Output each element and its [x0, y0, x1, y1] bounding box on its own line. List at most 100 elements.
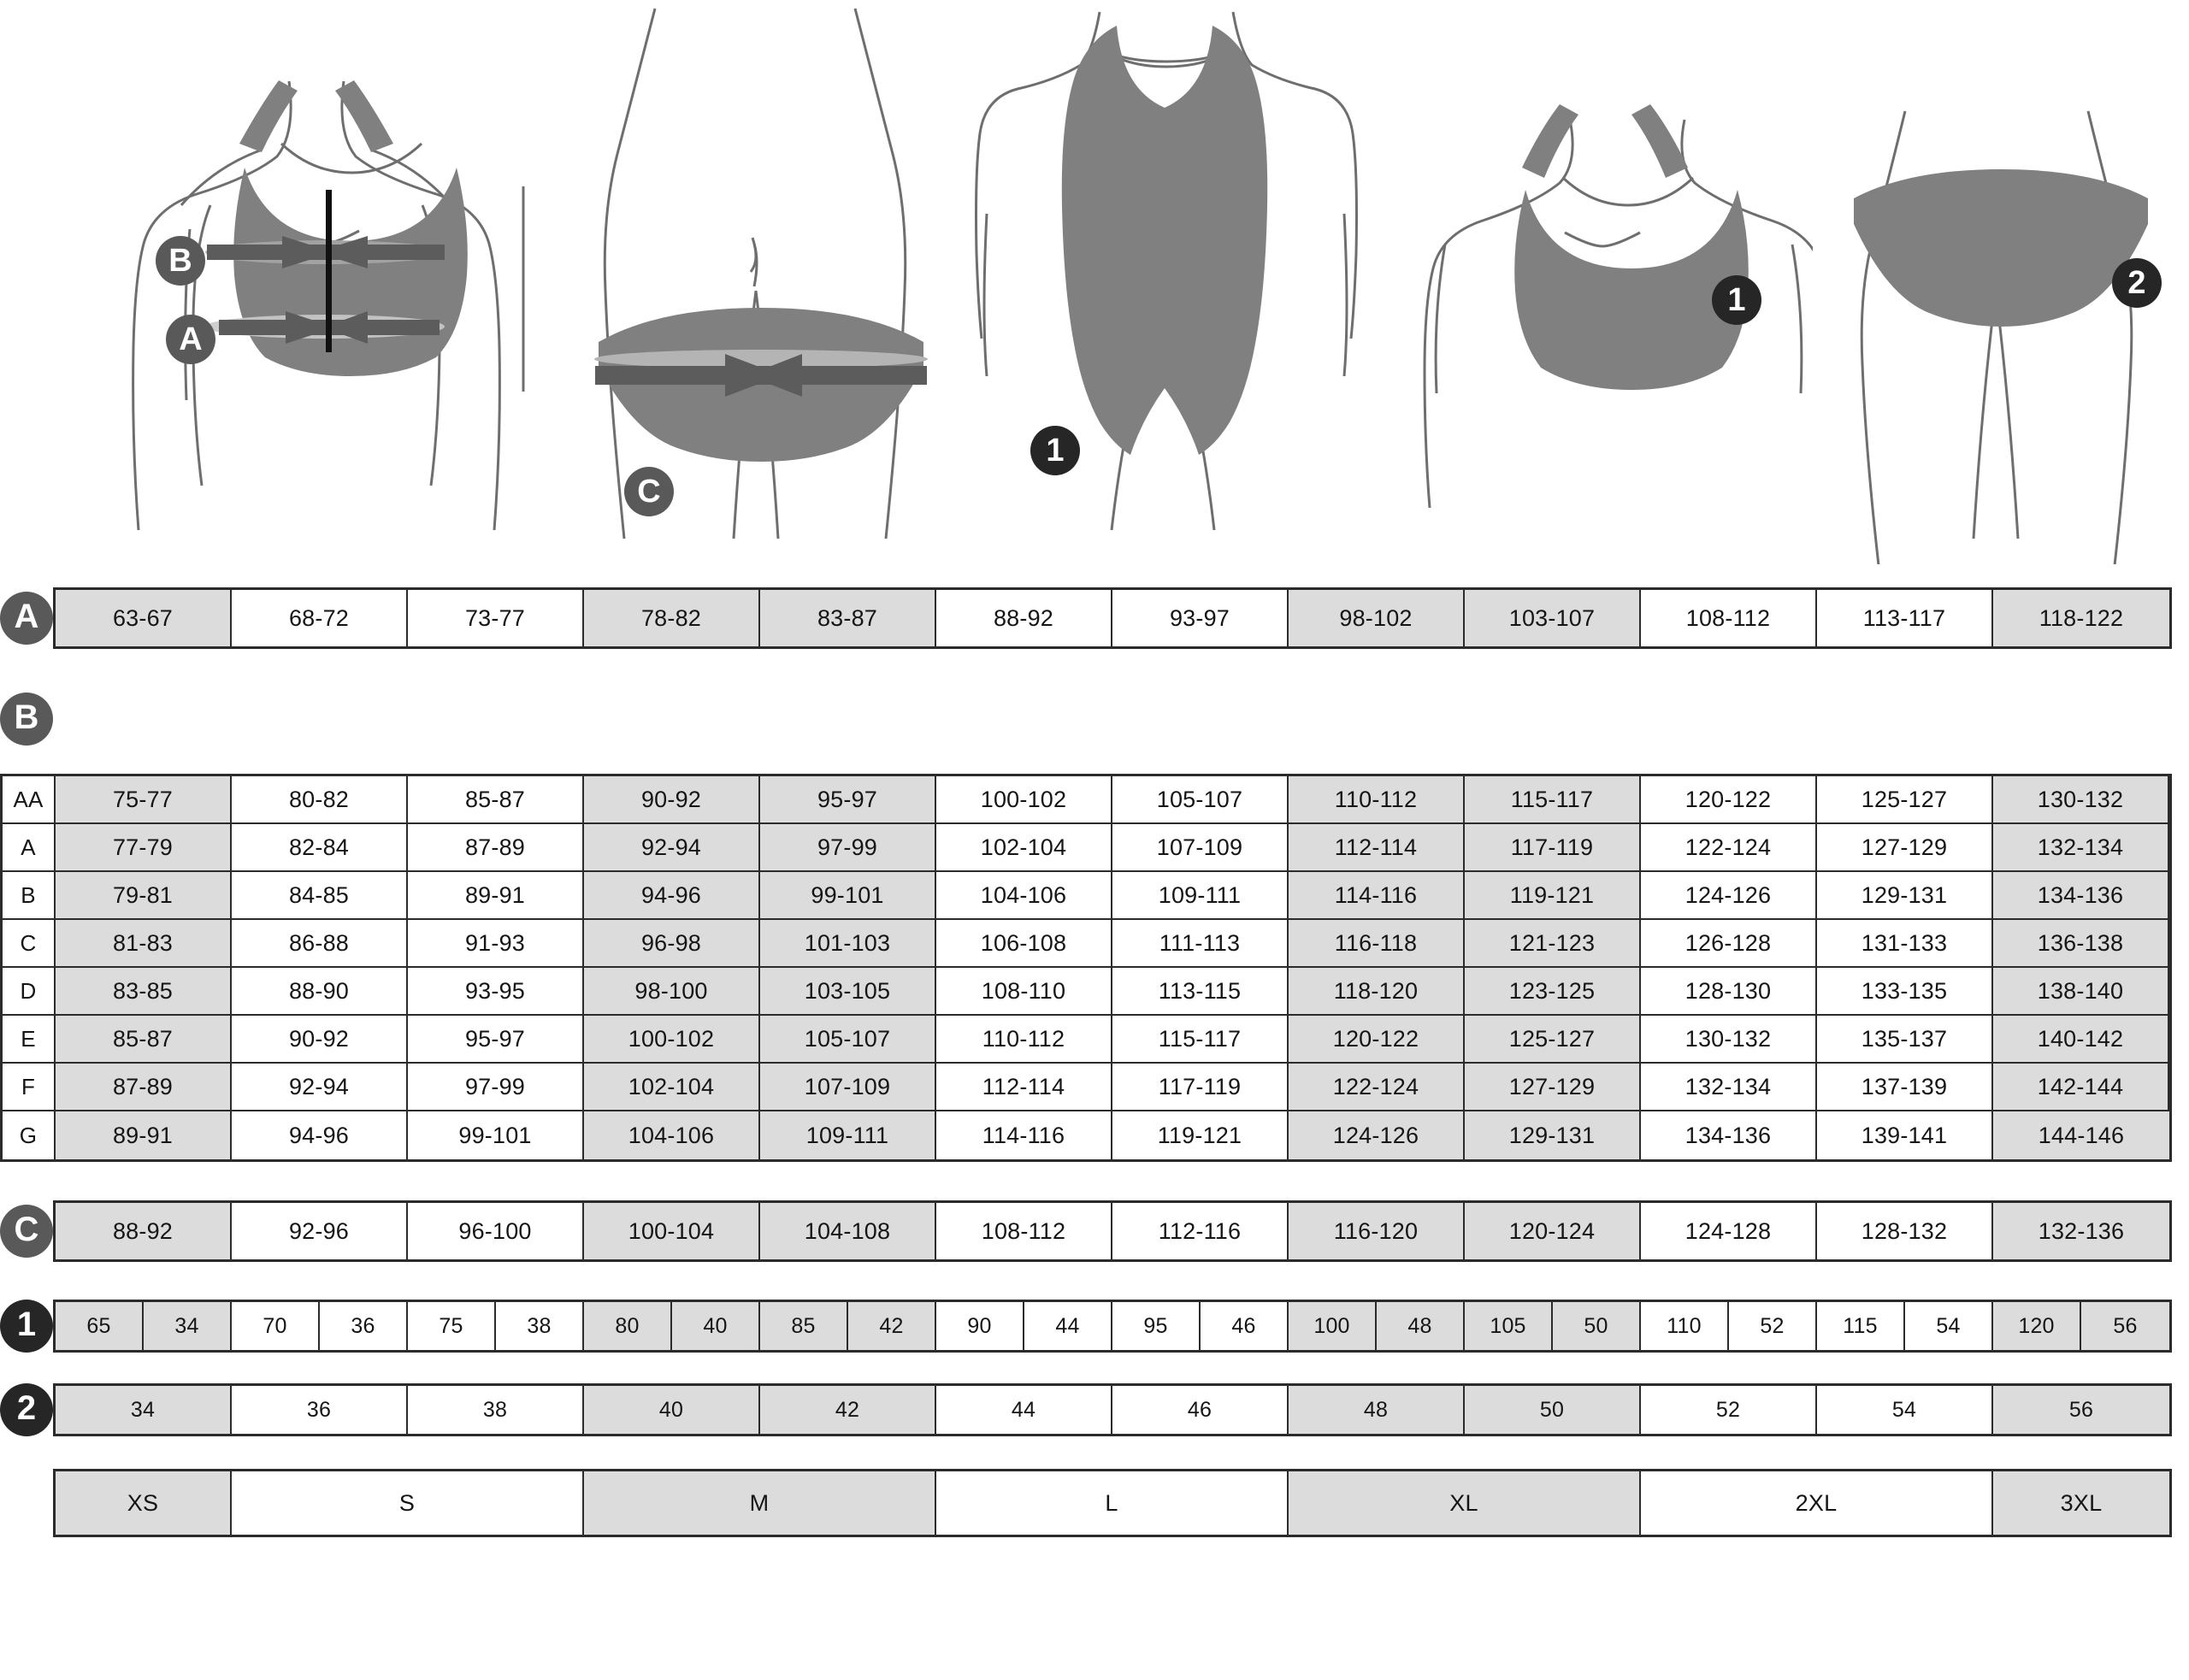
cell-two-7: 46 [1112, 1386, 1289, 1434]
cell-b-E-7: 115-117 [1112, 1016, 1289, 1064]
row-one-grid: 65 34 70 36 75 38 80 40 85 42 90 44 95 46 100 48 105 50 11… [53, 1300, 2172, 1353]
cell-one-us-6: 44 [1024, 1302, 1112, 1350]
badge-c: C [0, 1205, 53, 1258]
figure-label-one-swimsuit: 1 [1030, 426, 1080, 475]
cell-b-G-11: 139-141 [1817, 1111, 1993, 1159]
cell-b-E-3: 95-97 [408, 1016, 584, 1064]
cell-b-B-7: 109-111 [1112, 872, 1289, 920]
cell-c-5: 104-108 [760, 1203, 936, 1259]
cell-b-F-1: 87-89 [56, 1064, 232, 1111]
cell-two-5: 42 [760, 1386, 936, 1434]
cell-b-A-3: 87-89 [408, 824, 584, 872]
cell-a-5: 83-87 [760, 590, 936, 646]
hip-measure-ellipse [594, 350, 928, 368]
cell-b-A-1: 77-79 [56, 824, 232, 872]
cell-a-4: 78-82 [584, 590, 760, 646]
cell-one-eu-9: 105 [1465, 1302, 1553, 1350]
cell-b-AA-1: 75-77 [56, 776, 232, 824]
cell-one-eu-6: 90 [936, 1302, 1024, 1350]
row-c-grid: 88-92 92-96 96-100 100-104 104-108 108-112 112… [53, 1200, 2172, 1262]
cup-row-label-G: G [3, 1111, 56, 1159]
cell-size-2xl: 2XL [1641, 1471, 1993, 1535]
cell-size-xs: XS [56, 1471, 232, 1535]
row-two-bottom-size: 2 34 36 38 40 42 44 46 48 50 52 54 56 [0, 1383, 2189, 1436]
cell-b-C-11: 131-133 [1817, 920, 1993, 968]
cell-b-F-11: 137-139 [1817, 1064, 1993, 1111]
cell-b-A-7: 107-109 [1112, 824, 1289, 872]
cell-b-C-2: 86-88 [232, 920, 408, 968]
cell-c-1: 88-92 [56, 1203, 232, 1259]
cell-b-AA-11: 125-127 [1817, 776, 1993, 824]
cell-b-AA-10: 120-122 [1641, 776, 1817, 824]
cell-b-D-10: 128-130 [1641, 968, 1817, 1016]
cell-b-AA-5: 95-97 [760, 776, 936, 824]
bra-body-shape [233, 168, 468, 376]
cup-row-label-E: E [3, 1016, 56, 1064]
cell-one-eu-12: 120 [1993, 1302, 2081, 1350]
cell-b-C-10: 126-128 [1641, 920, 1817, 968]
cell-a-7: 93-97 [1112, 590, 1289, 646]
cell-b-D-9: 123-125 [1465, 968, 1641, 1016]
cell-two-2: 36 [232, 1386, 408, 1434]
cell-c-4: 100-104 [584, 1203, 760, 1259]
cell-b-B-5: 99-101 [760, 872, 936, 920]
cell-a-8: 98-102 [1289, 590, 1465, 646]
cell-one-us-10: 52 [1729, 1302, 1817, 1350]
cell-b-C-8: 116-118 [1289, 920, 1465, 968]
figure-swimsuit: 1 [949, 0, 1377, 564]
cell-b-E-6: 110-112 [936, 1016, 1112, 1064]
figure-label-b: B [156, 236, 205, 286]
cell-b-D-5: 103-105 [760, 968, 936, 1016]
cell-b-G-2: 94-96 [232, 1111, 408, 1159]
cell-a-9: 103-107 [1465, 590, 1641, 646]
cell-b-G-9: 129-131 [1465, 1111, 1641, 1159]
cell-b-E-12: 140-142 [1993, 1016, 2169, 1064]
cell-b-B-2: 84-85 [232, 872, 408, 920]
cell-b-C-7: 111-113 [1112, 920, 1289, 968]
cell-two-11: 54 [1817, 1386, 1993, 1434]
center-reference-line [326, 190, 332, 352]
cell-b-F-7: 117-119 [1112, 1064, 1289, 1111]
cell-c-12: 132-136 [1993, 1203, 2169, 1259]
bottom-figure-svg [1854, 110, 2148, 564]
cell-a-1: 63-67 [56, 590, 232, 646]
cell-b-C-6: 106-108 [936, 920, 1112, 968]
cell-one-eu-1: 65 [56, 1302, 144, 1350]
cell-b-B-10: 124-126 [1641, 872, 1817, 920]
cell-a-10: 108-112 [1641, 590, 1817, 646]
cell-b-A-8: 112-114 [1289, 824, 1465, 872]
cell-b-B-4: 94-96 [584, 872, 760, 920]
cell-a-6: 88-92 [936, 590, 1112, 646]
letter-size-grid: XS S M L XL 2XL 3XL [53, 1469, 2172, 1537]
illustrations-band: B A C [0, 0, 2189, 564]
cell-size-s: S [232, 1471, 584, 1535]
cell-two-3: 38 [408, 1386, 584, 1434]
swimsuit-shape [1061, 26, 1268, 455]
cell-two-6: 44 [936, 1386, 1112, 1434]
cell-b-F-5: 107-109 [760, 1064, 936, 1111]
cell-two-4: 40 [584, 1386, 760, 1434]
cell-b-AA-12: 130-132 [1993, 776, 2169, 824]
cell-two-8: 48 [1289, 1386, 1465, 1434]
cell-two-9: 50 [1465, 1386, 1641, 1434]
cell-size-3xl: 3XL [1993, 1471, 2169, 1535]
cell-one-us-3: 38 [496, 1302, 584, 1350]
cell-one-eu-5: 85 [760, 1302, 848, 1350]
cell-size-l: L [936, 1471, 1289, 1535]
cell-b-D-4: 98-100 [584, 968, 760, 1016]
cell-b-A-9: 117-119 [1465, 824, 1641, 872]
cell-b-E-2: 90-92 [232, 1016, 408, 1064]
cell-b-A-12: 132-134 [1993, 824, 2169, 872]
cell-b-A-11: 127-129 [1817, 824, 1993, 872]
cell-size-m: M [584, 1471, 936, 1535]
cell-c-7: 112-116 [1112, 1203, 1289, 1259]
cup-row-label-AA: AA [3, 776, 56, 824]
cell-b-C-4: 96-98 [584, 920, 760, 968]
cell-one-us-5: 42 [848, 1302, 936, 1350]
cell-c-3: 96-100 [408, 1203, 584, 1259]
cell-b-E-8: 120-122 [1289, 1016, 1465, 1064]
cell-one-us-1: 34 [144, 1302, 232, 1350]
cell-one-eu-2: 70 [232, 1302, 320, 1350]
cell-b-G-6: 114-116 [936, 1111, 1112, 1159]
cell-b-A-6: 102-104 [936, 824, 1112, 872]
